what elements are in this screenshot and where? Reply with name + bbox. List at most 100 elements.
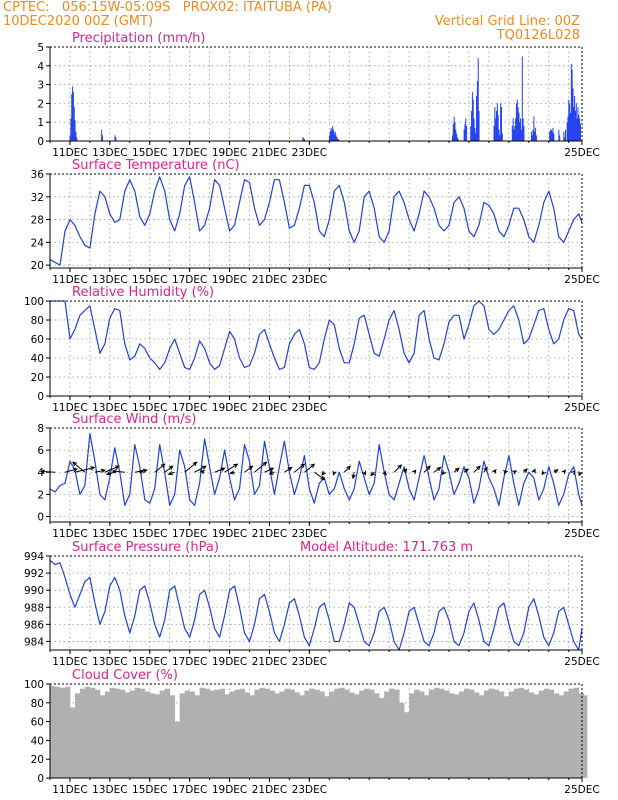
cloud-bar [379,698,385,778]
precip-bar [115,137,117,141]
cloud-bar [508,691,515,778]
wind-arrow-head [90,466,96,471]
cloud-bar [533,694,540,778]
wind-arrow-head [370,471,375,477]
x-tick-label: 21DEC [252,402,287,414]
y-tick-label: 990 [24,585,44,597]
cloud-bar [553,693,560,778]
precip-bar [576,118,578,141]
wind-arrow-head [578,471,583,477]
precip-bar [530,131,532,141]
wind-arrow [72,461,86,473]
x-tick-label: 15DEC [132,147,167,159]
precip-bar [533,116,535,141]
precip-bar [471,92,473,141]
wind-arrow [112,470,125,473]
precip-bar [577,107,579,141]
wind-arrow [224,463,238,473]
rh-series-line [50,300,583,370]
wind-arrow [74,466,95,473]
y-tick-label: 80 [31,315,44,327]
cloud-bar [169,695,176,778]
wind-arrow [154,463,166,473]
x-tick-label: 19DEC [212,274,247,286]
cloud-bar [449,693,455,778]
x-tick-label: 13DEC [92,656,127,668]
wind-arrow-head [137,469,143,475]
cloud-bar [473,692,480,778]
precip-bar [550,129,552,141]
wind-arrow [314,471,325,480]
cloud-bar [463,688,470,778]
precip-bar [559,135,561,141]
y-tick-label: 0 [37,773,44,785]
cloud-bar [488,688,495,778]
y-tick-label: 20 [31,260,44,272]
precip-bar [72,92,74,141]
precip-bar [521,56,523,141]
cloud-bar [414,689,420,778]
panel-title: Relative Humidity (%) [72,285,214,300]
cloud-bar [174,721,181,778]
wind-arrow-head [320,475,326,481]
precip-bar [471,110,473,141]
x-tick-label: 23DEC [292,656,327,668]
y-tick-label: 60 [31,334,44,346]
wind-arrow-head [570,470,576,475]
precip-bar [572,88,574,141]
wind-arrow-head [454,467,460,473]
y-tick-label: 6 [37,445,44,457]
cloud-bar [79,688,86,778]
cloud-bar [59,687,66,778]
precip-bar [567,116,569,141]
cloud-bar [389,688,395,778]
wind-arrow-head [561,469,567,475]
wind-arrow-head [111,469,117,474]
cloud-bar [434,687,440,778]
wind-arrow-head [114,465,120,470]
wind-arrow [343,465,351,473]
wind-arrow-head [39,469,45,474]
cloud-bar [194,695,201,778]
precip-bar [558,129,560,141]
wind-arrow-head [475,465,481,471]
wind-arrow-head [553,469,559,474]
precip-bar [475,133,477,141]
precip-bar [514,125,516,141]
precip-bar [574,95,576,141]
panel-pres: 984 986 988 990 992 994 11DEC 13DEC 15DEC 17DEC 19… [24,540,600,668]
precip-bar [101,135,103,141]
precip-bar [531,135,533,141]
precip-bar [571,69,573,141]
cloud-bar [239,688,245,778]
precip-bar [333,133,335,141]
wind-arrow [164,465,174,473]
cloud-bar [204,688,210,778]
wind-arrow-head [268,470,274,475]
cloud-bar [224,694,230,778]
precip-bar [564,137,566,141]
x-tick-label: 25DEC [564,274,599,286]
precip-bar [573,107,575,141]
wind-arrow [194,465,207,473]
y-tick-label: 992 [24,568,44,580]
precip-bar [69,135,71,141]
cloud-bar [468,689,475,778]
cloud-bar [104,691,111,778]
precip-bar [551,131,553,141]
cloud-bar [164,688,171,778]
panel-title: Surface Pressure (hPa) [72,540,219,555]
x-tick-label: 11DEC [52,528,87,540]
cloud-bar [558,695,565,778]
wind-arrow-head [402,468,408,474]
cloud-bar [214,689,220,778]
header-line1: CPTEC: 056:15W-05:09S PROX02: ITAITUBA (… [3,0,332,15]
x-tick-label: 21DEC [252,784,287,796]
cloud-bar [578,693,585,778]
cloud-bar [324,696,330,778]
x-tick-label: 11DEC [52,656,87,668]
wind-arrow [104,465,120,473]
x-tick-label: 15DEC [132,274,167,286]
y-tick-label: 100 [24,679,44,691]
cloud-bar [582,695,588,778]
